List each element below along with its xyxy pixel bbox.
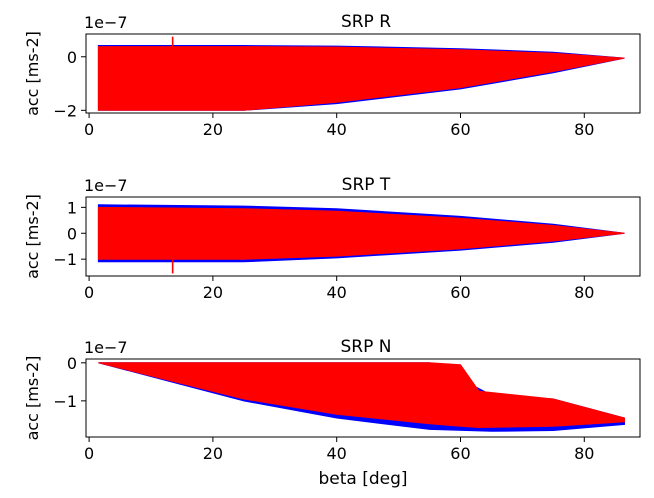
x-axis-label: beta [deg] xyxy=(318,469,407,489)
x-tick-label: 60 xyxy=(450,444,470,463)
x-tick-label: 20 xyxy=(203,120,223,139)
y-tick-label: 0 xyxy=(67,354,77,373)
x-tick-label: 20 xyxy=(203,283,223,302)
series-envelope-2 xyxy=(97,46,625,111)
x-tick-label: 80 xyxy=(574,444,594,463)
y-tick-label: 1 xyxy=(67,198,77,217)
chart-title: SRP R xyxy=(341,12,391,32)
subplot-2: 0 20 40 60 80 1 0 −1 1e−7 SRP T acc [ms-2] xyxy=(23,175,641,302)
x-tick-label: 60 xyxy=(450,283,470,302)
axes-frame xyxy=(85,196,641,277)
y-tick-label: 0 xyxy=(67,224,77,243)
chart-title: SRP N xyxy=(341,337,392,357)
exponent-label: 1e−7 xyxy=(84,13,128,32)
exponent-label: 1e−7 xyxy=(84,176,128,195)
x-tick-label: 0 xyxy=(84,444,94,463)
x-tick-label: 40 xyxy=(327,283,347,302)
y-tick-label: −1 xyxy=(53,250,77,269)
y-tick-label: −1 xyxy=(53,392,77,411)
x-tick-label: 0 xyxy=(84,283,94,302)
x-tick-label: 40 xyxy=(327,444,347,463)
axes-frame xyxy=(85,358,641,438)
x-tick-label: 0 xyxy=(84,120,94,139)
y-tick-label: 0 xyxy=(67,48,77,67)
x-tick-label: 80 xyxy=(574,120,594,139)
y-axis-label: acc [ms-2] xyxy=(23,356,42,441)
subplot-3: 0 20 40 60 80 0 −1 1e−7 SRP N acc [ms-2] beta [deg… xyxy=(23,337,641,489)
series-envelope-2 xyxy=(98,362,625,429)
exponent-label: 1e−7 xyxy=(84,338,128,357)
y-axis-label: acc [ms-2] xyxy=(23,31,42,116)
x-tick-label: 20 xyxy=(203,444,223,463)
axes-frame xyxy=(85,33,641,114)
chart-title: SRP T xyxy=(342,175,391,195)
y-tick-label: −2 xyxy=(53,101,77,120)
x-tick-label: 40 xyxy=(327,120,347,139)
y-axis-label: acc [ms-2] xyxy=(23,194,42,279)
x-tick-label: 60 xyxy=(450,120,470,139)
series-envelope-2 xyxy=(97,206,625,260)
subplot-1: 0 20 40 60 80 0 −2 1e−7 SRP R acc [ms-2] xyxy=(23,12,641,139)
x-tick-label: 80 xyxy=(574,283,594,302)
